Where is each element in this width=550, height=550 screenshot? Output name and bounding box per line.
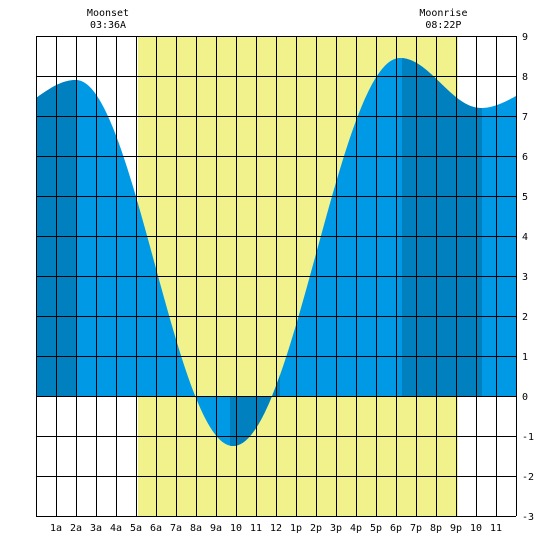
y-tick-label: -1 (522, 432, 534, 443)
x-tick-label: 2p (310, 523, 322, 534)
moonrise-time: 08:22P (425, 20, 461, 31)
x-tick-label: 5a (130, 523, 142, 534)
y-tick-label: 6 (522, 152, 528, 163)
y-tick-label: -2 (522, 472, 534, 483)
x-tick-label: 8a (190, 523, 202, 534)
x-tick-label: 3p (330, 523, 342, 534)
x-tick-label: 6a (150, 523, 162, 534)
y-tick-label: 3 (522, 272, 528, 283)
y-tick-label: 2 (522, 312, 528, 323)
y-tick-label: 9 (522, 32, 528, 43)
y-tick-label: 0 (522, 392, 528, 403)
x-tick-label: 4a (110, 523, 122, 534)
x-axis-tick-labels: 1a 2a 3a 4a 5a 6a 7a 8a 9a 10 11 12 1p 2p 3p 4p 5p 6p 7p 8p… (50, 523, 502, 534)
x-tick-label: 11 (490, 523, 502, 534)
y-tick-label: 7 (522, 112, 528, 123)
tide-shade-band-3 (402, 58, 482, 396)
moonset-title: Moonset (87, 8, 129, 19)
x-tick-label: 7a (170, 523, 182, 534)
x-tick-label: 8p (430, 523, 442, 534)
x-tick-label: 10 (230, 523, 242, 534)
x-tick-label: 11 (250, 523, 262, 534)
y-axis-tick-labels: 9 8 7 6 5 4 3 2 1 0 -1 -2 -3 (522, 32, 534, 523)
y-tick-label: 4 (522, 232, 528, 243)
x-tick-label: 12 (270, 523, 282, 534)
x-tick-label: 9a (210, 523, 222, 534)
moonset-time: 03:36A (90, 20, 126, 31)
x-tick-label: 9p (450, 523, 462, 534)
x-tick-label: 4p (350, 523, 362, 534)
moonrise-marker: Moonrise 08:22P (419, 8, 467, 31)
x-tick-label: 7p (410, 523, 422, 534)
x-tick-label: 1a (50, 523, 62, 534)
x-tick-label: 3a (90, 523, 102, 534)
x-tick-label: 5p (370, 523, 382, 534)
x-tick-label: 2a (70, 523, 82, 534)
grid-lines (36, 36, 517, 517)
y-tick-label: 1 (522, 352, 528, 363)
y-tick-label: 8 (522, 72, 528, 83)
x-tick-label: 6p (390, 523, 402, 534)
x-tick-label: 10 (470, 523, 482, 534)
moonrise-title: Moonrise (419, 8, 467, 19)
y-tick-label: -3 (522, 512, 534, 523)
x-tick-label: 1p (290, 523, 302, 534)
moonset-marker: Moonset 03:36A (87, 8, 129, 31)
y-tick-label: 5 (522, 192, 528, 203)
tide-shade-band-2 (230, 374, 280, 446)
